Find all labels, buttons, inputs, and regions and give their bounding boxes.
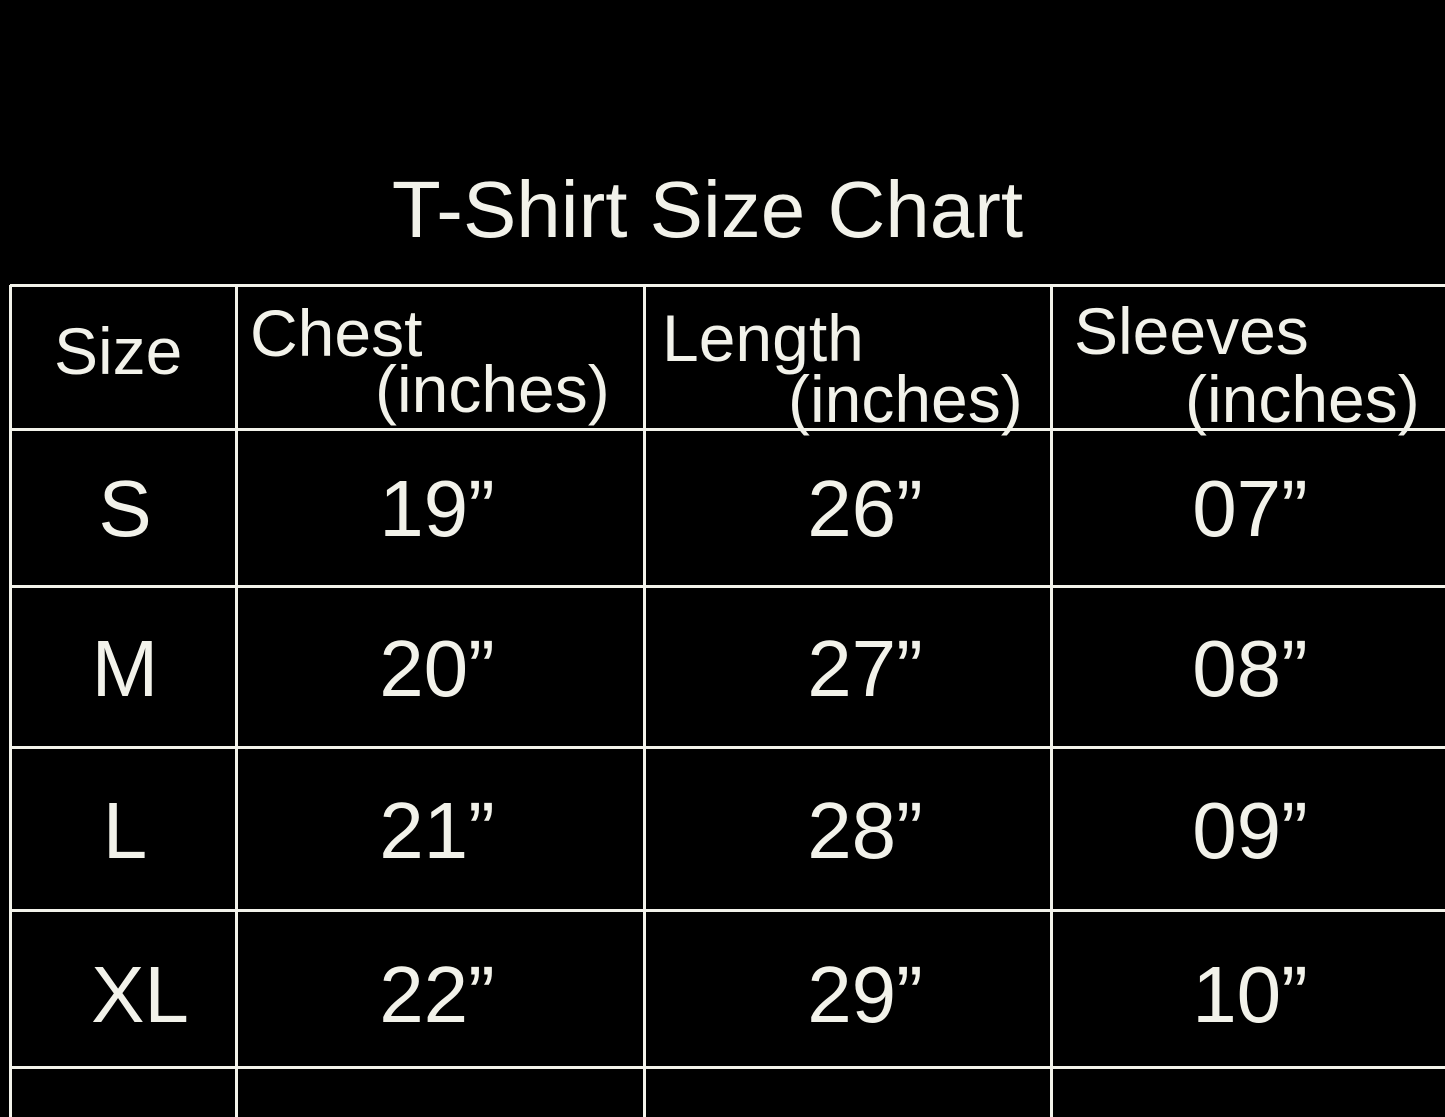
header-label: Length — [662, 301, 864, 375]
header-unit: (inches) — [1185, 362, 1420, 436]
header-unit: (inches) — [788, 362, 1023, 436]
header-label: Chest — [250, 296, 423, 370]
rule — [10, 909, 1445, 912]
size-cell: XL — [91, 950, 189, 1039]
size-cell: M — [91, 624, 159, 713]
value-cell: 09” — [1192, 786, 1308, 875]
rule — [10, 585, 1445, 588]
value-cell: 28” — [807, 786, 923, 875]
header-unit: (inches) — [375, 352, 610, 426]
size-cell: S — [98, 464, 152, 553]
rule — [643, 285, 646, 1117]
rule — [235, 285, 238, 1117]
value-cell: 08” — [1192, 624, 1308, 713]
title: T-Shirt Size Chart — [391, 165, 1024, 254]
value-cell: 27” — [807, 624, 923, 713]
value-cell: 07” — [1192, 464, 1308, 553]
rule — [9, 285, 12, 1117]
value-cell: 21” — [379, 786, 495, 875]
size-cell: L — [102, 786, 148, 875]
rule — [10, 428, 1445, 431]
value-cell: 29” — [807, 950, 923, 1039]
value-cell: 26” — [807, 464, 923, 553]
header-label: Size — [54, 314, 183, 388]
value-cell: 22” — [379, 950, 495, 1039]
value-cell: 20” — [379, 624, 495, 713]
value-cell: 10” — [1192, 950, 1308, 1039]
rule — [10, 1066, 1445, 1069]
rule — [10, 746, 1445, 749]
rule — [10, 284, 1445, 287]
header-label: Sleeves — [1074, 294, 1309, 368]
rule — [1050, 285, 1053, 1117]
value-cell: 19” — [379, 464, 495, 553]
